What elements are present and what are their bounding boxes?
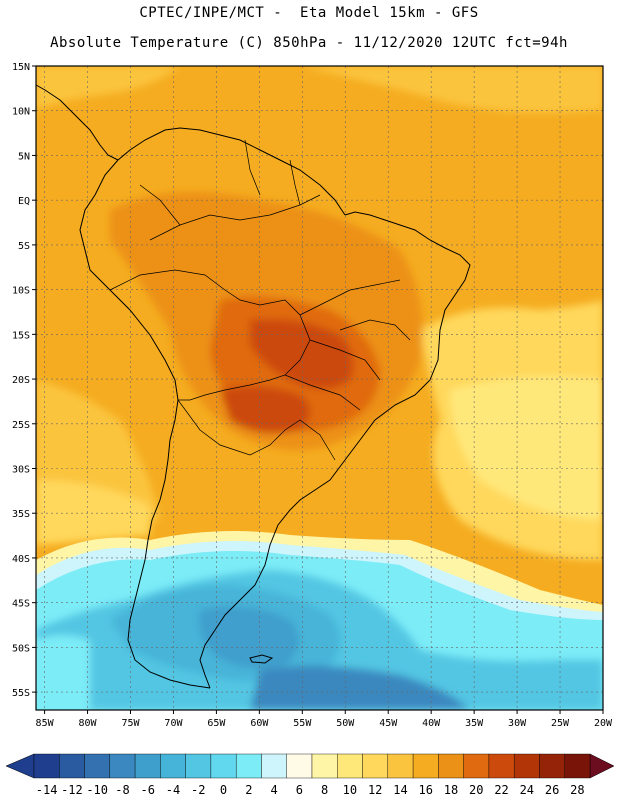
- coastlines: [35, 84, 471, 689]
- lon-label: 25W: [551, 718, 570, 729]
- lon-label: 50W: [336, 718, 355, 729]
- colorbar-swatch: [185, 753, 212, 779]
- colorbar-label: 20: [469, 783, 483, 797]
- colorbar-swatch: [438, 753, 464, 779]
- colorbar-label: -2: [191, 783, 205, 797]
- colorbar-label: 28: [570, 783, 584, 797]
- colorbar-label: 24: [520, 783, 534, 797]
- colorbar-swatch: [84, 753, 111, 779]
- lat-label: EQ: [18, 196, 30, 207]
- title-line-2: Absolute Temperature (C) 850hPa - 11/12/…: [50, 35, 568, 51]
- colorbar-label: 4: [270, 783, 277, 797]
- lat-label: 5N: [18, 151, 30, 162]
- lat-label: 15S: [12, 330, 30, 341]
- colorbar-swatch: [109, 753, 136, 779]
- lat-label: 10N: [12, 107, 30, 118]
- lat-label: 15N: [12, 62, 30, 73]
- colorbar-arrow-high: [589, 753, 615, 779]
- colorbar-label: 22: [494, 783, 508, 797]
- lon-label: 60W: [250, 718, 269, 729]
- lat-label: 20S: [12, 375, 30, 386]
- lat-label: 45S: [12, 599, 30, 610]
- colorbar-label: -12: [61, 783, 83, 797]
- lat-label: 40S: [12, 554, 30, 565]
- lon-label: 75W: [121, 718, 140, 729]
- colorbar-swatch: [311, 753, 338, 779]
- colorbar: [5, 753, 615, 779]
- colorbar-swatch: [564, 753, 591, 779]
- lat-label: 55S: [12, 688, 30, 699]
- lon-label: 45W: [379, 718, 398, 729]
- colorbar-label: -4: [166, 783, 180, 797]
- map-frame: [35, 65, 604, 711]
- colorbar-swatch: [210, 753, 237, 779]
- colorbar-label: 6: [296, 783, 303, 797]
- colorbar-swatch: [134, 753, 161, 779]
- colorbar-label: 10: [343, 783, 357, 797]
- colorbar-swatch: [513, 753, 540, 779]
- lon-label: 70W: [164, 718, 183, 729]
- colorbar-label: 26: [545, 783, 559, 797]
- lon-label: 55W: [293, 718, 312, 729]
- colorbar-swatch: [286, 753, 313, 779]
- colorbar-label: 12: [368, 783, 382, 797]
- lon-label: 65W: [207, 718, 226, 729]
- colorbar-swatch: [412, 753, 439, 779]
- longitude-labels: 85W 80W 75W 70W 65W 60W 55W 50W 45W 40W 35W 30W 25W 2…: [36, 718, 613, 729]
- colorbar-swatch: [261, 753, 287, 779]
- colorbar-label: 14: [393, 783, 407, 797]
- lat-label: 30S: [12, 465, 30, 476]
- colorbar-label: -6: [141, 783, 155, 797]
- colorbar-swatch: [387, 753, 414, 779]
- lon-label: 20W: [594, 718, 613, 729]
- lat-label: 5S: [18, 241, 30, 252]
- colorbar-label: 18: [444, 783, 458, 797]
- colorbar-label: -10: [86, 783, 108, 797]
- colorbar-swatch: [362, 753, 389, 779]
- colorbar-arrow-low: [5, 753, 35, 779]
- colorbar-label: -8: [115, 783, 129, 797]
- colorbar-swatch: [488, 753, 515, 779]
- lat-label: 25S: [12, 420, 30, 431]
- lon-label: 85W: [36, 718, 55, 729]
- colorbar-swatch: [235, 753, 262, 779]
- colorbar-label: 16: [419, 783, 433, 797]
- lat-label: 10S: [12, 286, 30, 297]
- lat-label: 35S: [12, 509, 30, 520]
- colorbar-label: 0: [220, 783, 227, 797]
- colorbar-label: -14: [36, 783, 58, 797]
- lat-label: 50S: [12, 643, 30, 654]
- title-line-1: CPTEC/INPE/MCT - Eta Model 15km - GFS: [139, 5, 479, 21]
- colorbar-swatch: [463, 753, 490, 779]
- colorbar-label: 8: [321, 783, 328, 797]
- colorbar-swatch: [337, 753, 363, 779]
- latitude-labels: 15N 10N 5N EQ 5S 10S 15S 20S 25S 30S 35S 40S 45S 50S 5…: [12, 62, 30, 699]
- colorbar-swatch: [160, 753, 186, 779]
- colorbar-swatch: [539, 753, 565, 779]
- colorbar-swatch: [33, 753, 60, 779]
- lon-label: 40W: [422, 718, 441, 729]
- lon-label: 80W: [79, 718, 98, 729]
- colorbar-label: 2: [245, 783, 252, 797]
- lon-label: 35W: [465, 718, 484, 729]
- colorbar-swatch: [59, 753, 85, 779]
- country-borders: [109, 139, 411, 461]
- colorbar-labels: -14 -12 -10 -8 -6 -4 -2 0 2 4 6 8 10 12 14 16 18 20 22 24 26…: [36, 783, 585, 797]
- lon-label: 30W: [508, 718, 527, 729]
